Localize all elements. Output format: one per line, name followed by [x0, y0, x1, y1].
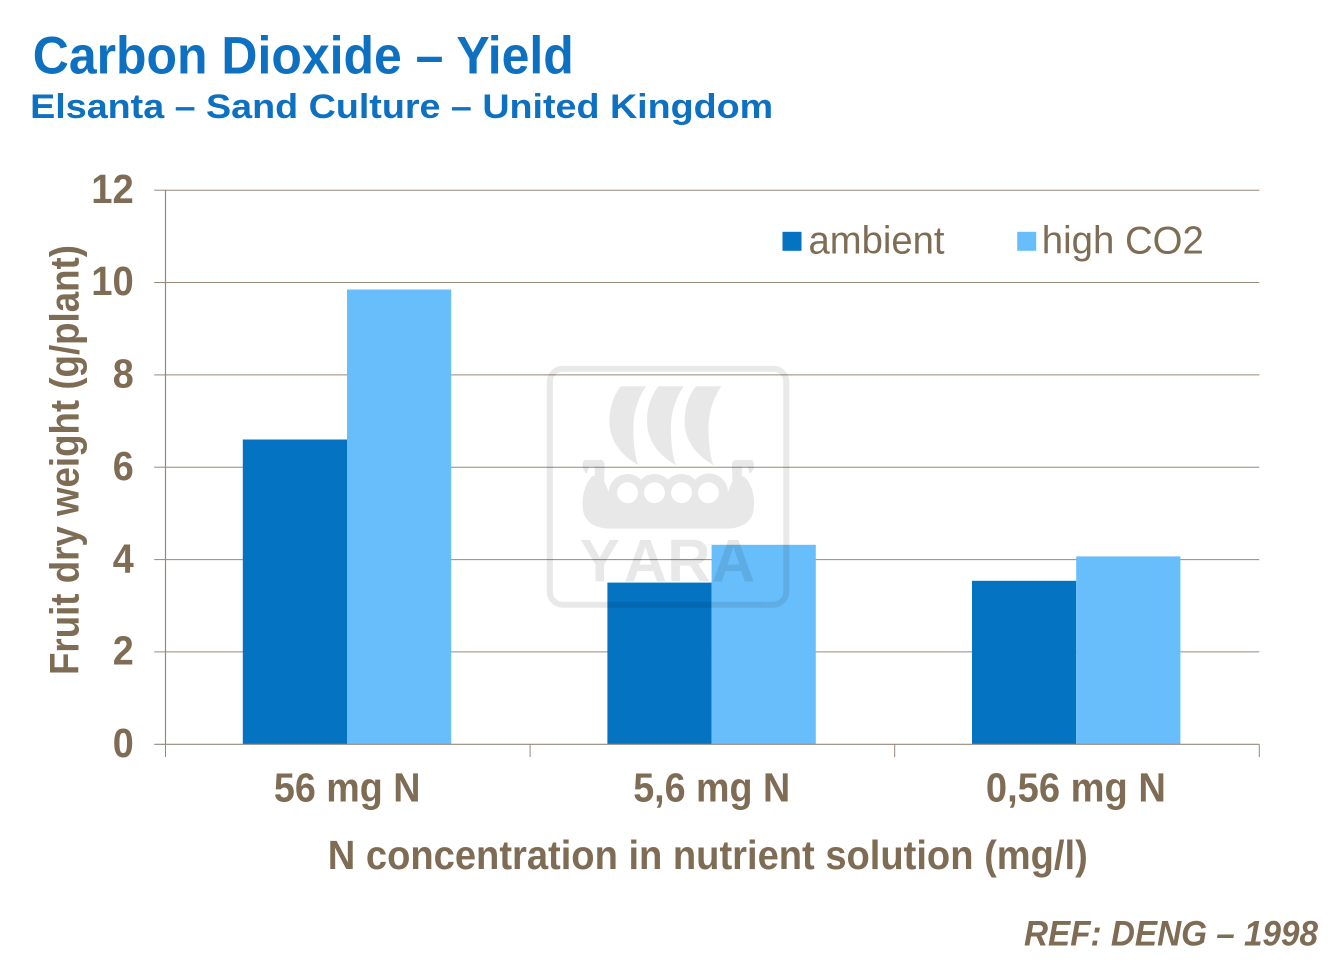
svg-text:0: 0	[113, 720, 134, 766]
svg-text:0,56 mg N: 0,56 mg N	[986, 765, 1166, 811]
svg-text:2: 2	[113, 628, 134, 674]
svg-text:6: 6	[113, 443, 134, 489]
svg-text:REF: DENG – 1998: REF: DENG – 1998	[1024, 914, 1319, 953]
svg-text:Elsanta – Sand Culture – Unite: Elsanta – Sand Culture – United Kingdom	[30, 88, 773, 126]
svg-text:8: 8	[113, 351, 134, 397]
svg-text:Carbon Dioxide – Yield: Carbon Dioxide – Yield	[33, 27, 574, 86]
svg-text:4: 4	[113, 535, 134, 581]
svg-text:56 mg N: 56 mg N	[274, 765, 421, 811]
svg-text:N concentration in nutrient so: N concentration in nutrient solution (mg…	[328, 832, 1088, 878]
svg-text:12: 12	[91, 166, 134, 212]
svg-text:YARA: YARA	[580, 528, 755, 595]
svg-text:10: 10	[91, 258, 134, 304]
svg-text:ambient: ambient	[809, 220, 945, 263]
svg-text:5,6 mg N: 5,6 mg N	[633, 765, 790, 811]
svg-text:high CO2: high CO2	[1042, 220, 1204, 263]
svg-text:Fruit dry weight (g/plant): Fruit dry weight (g/plant)	[42, 245, 88, 675]
